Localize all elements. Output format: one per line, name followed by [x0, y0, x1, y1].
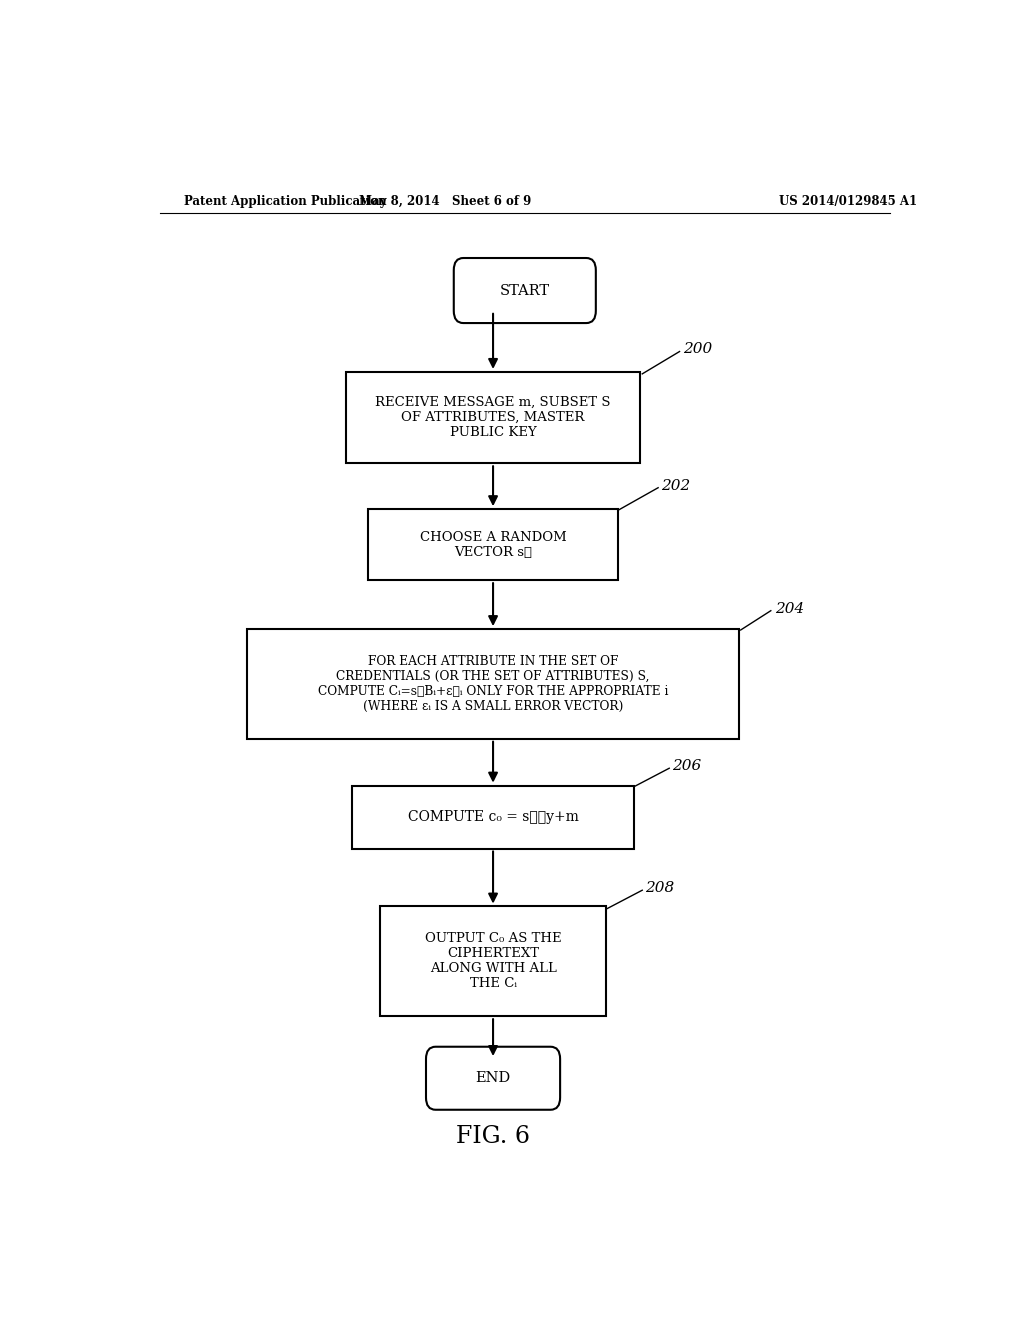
Text: END: END: [475, 1072, 511, 1085]
Text: 204: 204: [775, 602, 804, 615]
Text: COMPUTE c₀ = s⃗⃗y+m: COMPUTE c₀ = s⃗⃗y+m: [408, 810, 579, 824]
Text: RECEIVE MESSAGE m, SUBSET S
OF ATTRIBUTES, MASTER
PUBLIC KEY: RECEIVE MESSAGE m, SUBSET S OF ATTRIBUTE…: [376, 396, 610, 440]
Text: US 2014/0129845 A1: US 2014/0129845 A1: [778, 194, 916, 207]
FancyBboxPatch shape: [247, 630, 739, 739]
Text: 200: 200: [684, 342, 713, 356]
Text: FOR EACH ATTRIBUTE IN THE SET OF
CREDENTIALS (OR THE SET OF ATTRIBUTES) S,
COMPU: FOR EACH ATTRIBUTE IN THE SET OF CREDENT…: [317, 655, 669, 713]
Text: May 8, 2014   Sheet 6 of 9: May 8, 2014 Sheet 6 of 9: [359, 194, 531, 207]
Text: FIG. 6: FIG. 6: [456, 1125, 530, 1147]
FancyBboxPatch shape: [380, 907, 606, 1016]
Text: Patent Application Publication: Patent Application Publication: [183, 194, 386, 207]
FancyBboxPatch shape: [368, 510, 618, 581]
FancyBboxPatch shape: [352, 785, 634, 849]
FancyBboxPatch shape: [426, 1047, 560, 1110]
FancyBboxPatch shape: [346, 372, 640, 463]
Text: 206: 206: [673, 759, 701, 774]
Text: OUTPUT C₀ AS THE
CIPHERTEXT
ALONG WITH ALL
THE Cᵢ: OUTPUT C₀ AS THE CIPHERTEXT ALONG WITH A…: [425, 932, 561, 990]
Text: 208: 208: [645, 882, 675, 895]
Text: CHOOSE A RANDOM
VECTOR s⃗: CHOOSE A RANDOM VECTOR s⃗: [420, 531, 566, 558]
FancyBboxPatch shape: [454, 257, 596, 323]
Text: 202: 202: [662, 479, 690, 492]
Text: START: START: [500, 284, 550, 297]
